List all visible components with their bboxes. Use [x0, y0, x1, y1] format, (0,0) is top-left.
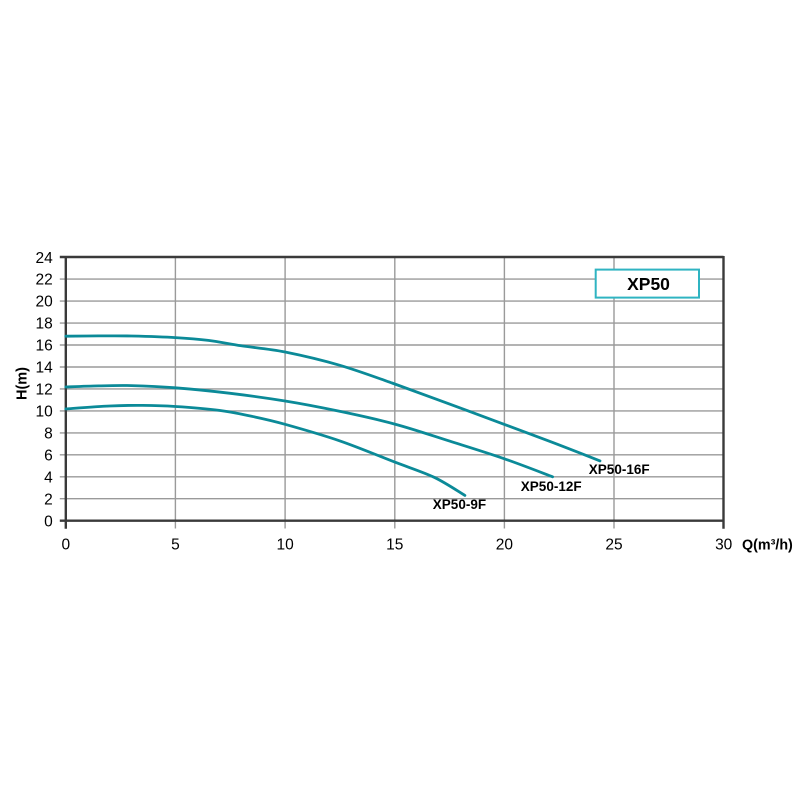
- svg-text:XP50-12F: XP50-12F: [521, 479, 582, 494]
- svg-text:12: 12: [36, 382, 53, 399]
- svg-text:25: 25: [605, 537, 622, 554]
- svg-text:22: 22: [36, 272, 53, 289]
- svg-text:0: 0: [61, 537, 70, 554]
- svg-text:5: 5: [171, 537, 180, 554]
- svg-text:XP50-16F: XP50-16F: [589, 462, 650, 477]
- svg-text:H(m): H(m): [15, 367, 31, 400]
- svg-text:10: 10: [276, 537, 294, 554]
- svg-text:2: 2: [44, 491, 53, 508]
- svg-text:20: 20: [496, 537, 514, 554]
- svg-text:15: 15: [386, 537, 403, 554]
- svg-text:8: 8: [44, 426, 53, 443]
- svg-text:30: 30: [715, 537, 733, 554]
- svg-text:24: 24: [36, 250, 54, 267]
- svg-text:XP50-9F: XP50-9F: [433, 497, 486, 512]
- svg-text:20: 20: [36, 294, 54, 311]
- svg-text:Q(m³/h): Q(m³/h): [742, 537, 793, 553]
- svg-text:0: 0: [44, 513, 53, 530]
- svg-text:4: 4: [44, 469, 53, 486]
- svg-text:16: 16: [36, 338, 53, 355]
- svg-text:14: 14: [36, 360, 54, 377]
- svg-text:18: 18: [36, 316, 53, 333]
- svg-text:XP50: XP50: [627, 274, 670, 294]
- svg-text:10: 10: [36, 404, 54, 421]
- svg-text:6: 6: [44, 447, 53, 464]
